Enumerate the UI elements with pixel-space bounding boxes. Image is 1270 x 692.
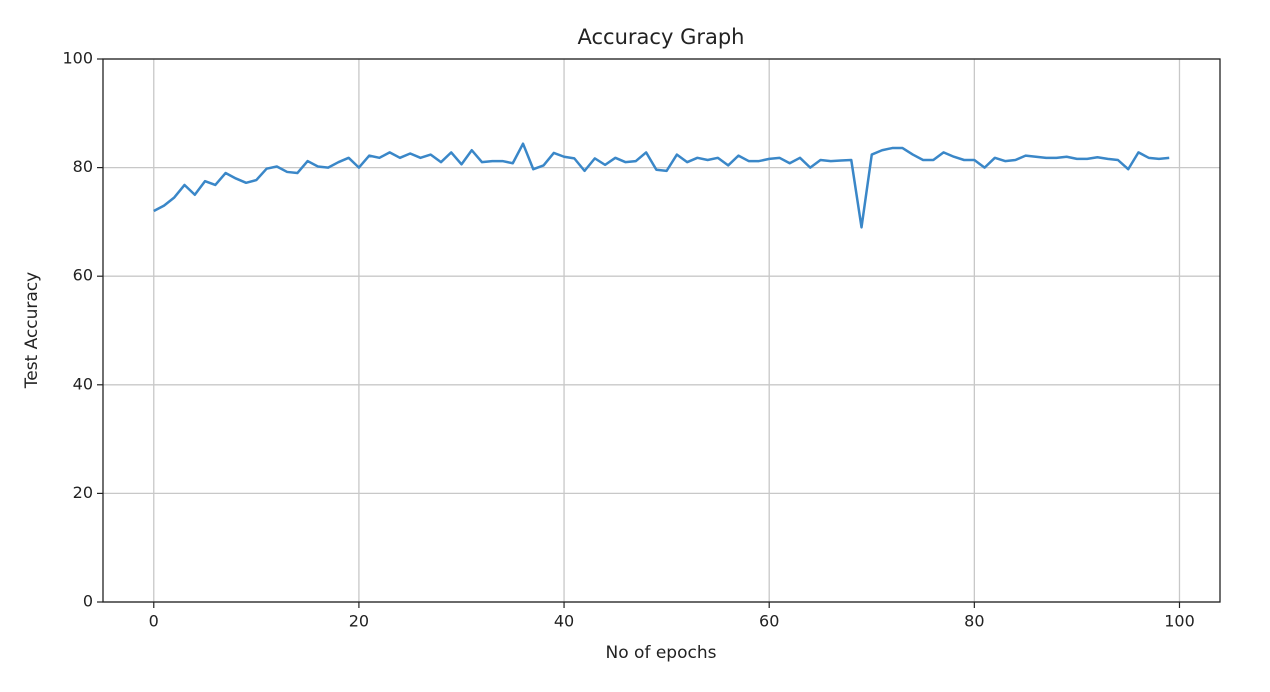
plot-frame (102, 58, 1221, 603)
y-tick-label: 100 (62, 49, 93, 68)
x-axis-label: No of epochs (606, 643, 717, 663)
y-axis-label: Test Accuracy (22, 272, 42, 390)
y-tick-label: 80 (73, 157, 93, 176)
x-tick-label: 80 (964, 612, 984, 631)
x-tick-label: 20 (349, 612, 369, 631)
x-tick-label: 0 (149, 612, 159, 631)
data-line (153, 142, 1170, 229)
y-tick-label: 0 (83, 592, 93, 611)
x-tick-label: 60 (759, 612, 779, 631)
x-tick-label: 100 (1164, 612, 1195, 631)
chart-title: Accuracy Graph (578, 25, 745, 49)
y-tick-label: 40 (73, 374, 93, 393)
x-tick-label: 40 (554, 612, 574, 631)
y-tick-label: 20 (73, 483, 93, 502)
y-tick-label: 60 (73, 266, 93, 285)
